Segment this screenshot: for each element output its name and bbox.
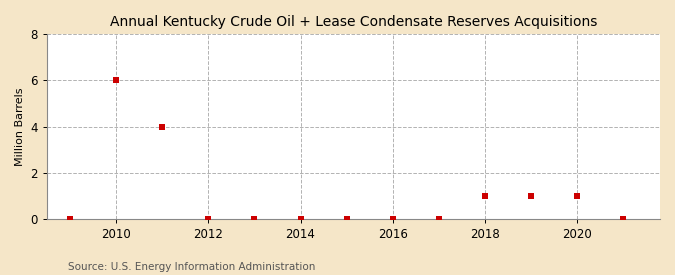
Text: Source: U.S. Energy Information Administration: Source: U.S. Energy Information Administ… xyxy=(68,262,315,272)
Point xyxy=(65,216,76,221)
Point xyxy=(572,194,583,198)
Point xyxy=(433,216,444,221)
Point xyxy=(111,78,122,82)
Title: Annual Kentucky Crude Oil + Lease Condensate Reserves Acquisitions: Annual Kentucky Crude Oil + Lease Conden… xyxy=(110,15,597,29)
Point xyxy=(157,124,167,129)
Point xyxy=(342,216,352,221)
Point xyxy=(618,216,628,221)
Point xyxy=(203,216,214,221)
Point xyxy=(479,194,490,198)
Point xyxy=(249,216,260,221)
Point xyxy=(295,216,306,221)
Point xyxy=(387,216,398,221)
Y-axis label: Million Barrels: Million Barrels xyxy=(15,87,25,166)
Point xyxy=(526,194,537,198)
